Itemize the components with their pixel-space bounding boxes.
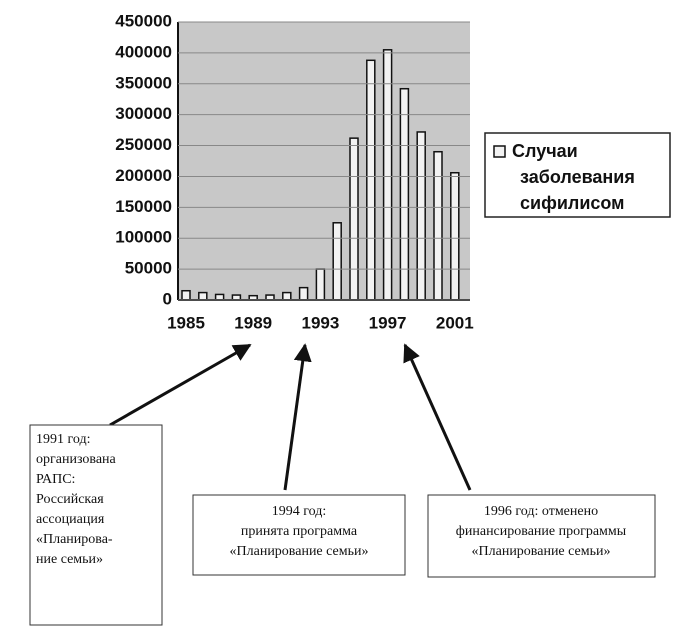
annotation-text: финансирование программы bbox=[456, 524, 627, 539]
arrow bbox=[403, 343, 472, 491]
y-tick-label: 0 bbox=[163, 289, 172, 308]
y-tick-label: 400000 bbox=[115, 42, 172, 61]
bar bbox=[282, 291, 292, 301]
y-tick-label: 50000 bbox=[125, 259, 172, 278]
plot-area bbox=[178, 22, 470, 300]
bar bbox=[366, 59, 376, 301]
legend bbox=[484, 132, 671, 218]
y-tick-label: 300000 bbox=[115, 104, 172, 123]
y-tick-label: 450000 bbox=[115, 11, 172, 30]
annotation-text: «Планирование семьи» bbox=[230, 544, 369, 559]
annotation-text: ассоциация bbox=[36, 512, 105, 527]
annotation-text: 1991 год: bbox=[36, 432, 91, 447]
bar bbox=[433, 150, 443, 301]
y-tick-label: 150000 bbox=[115, 197, 172, 216]
legend-label: Случаи заболевания сифилисом bbox=[512, 141, 635, 213]
bar bbox=[298, 286, 309, 301]
annotation-text: ние семьи» bbox=[36, 552, 103, 567]
arrow bbox=[109, 343, 252, 427]
annotation-text: Российская bbox=[36, 492, 104, 507]
x-tick-label: 1985 bbox=[167, 313, 205, 332]
annotation-text: РАПС: bbox=[36, 472, 75, 487]
bar bbox=[315, 268, 326, 301]
bar bbox=[332, 222, 342, 301]
bar bbox=[181, 289, 191, 301]
y-tick-label: 350000 bbox=[115, 73, 172, 92]
bar bbox=[416, 131, 426, 301]
y-tick-label: 100000 bbox=[115, 228, 172, 247]
y-tick-label: 250000 bbox=[115, 135, 172, 154]
x-tick-label: 1997 bbox=[369, 313, 407, 332]
x-tick-label: 2001 bbox=[436, 313, 474, 332]
legend-swatch bbox=[493, 145, 506, 158]
annotation-text: «Планирова- bbox=[36, 532, 113, 547]
bar bbox=[349, 137, 359, 301]
annotation-text: принята программа bbox=[241, 524, 358, 539]
annotation-text: 1996 год: отменено bbox=[484, 504, 598, 519]
annotation-box bbox=[192, 494, 406, 576]
bar bbox=[198, 291, 208, 301]
bar bbox=[399, 87, 410, 301]
x-tick-label: 1989 bbox=[234, 313, 272, 332]
bar bbox=[382, 49, 393, 301]
bar bbox=[450, 171, 460, 301]
annotation-text: «Планирование семьи» bbox=[472, 544, 611, 559]
annotation-text: 1994 год: bbox=[272, 504, 327, 519]
annotation-box bbox=[427, 494, 656, 578]
annotation-box bbox=[29, 424, 163, 626]
y-tick-label: 200000 bbox=[115, 166, 172, 185]
x-tick-label: 1993 bbox=[301, 313, 339, 332]
arrow bbox=[283, 343, 312, 491]
annotation-text: организована bbox=[36, 452, 117, 467]
